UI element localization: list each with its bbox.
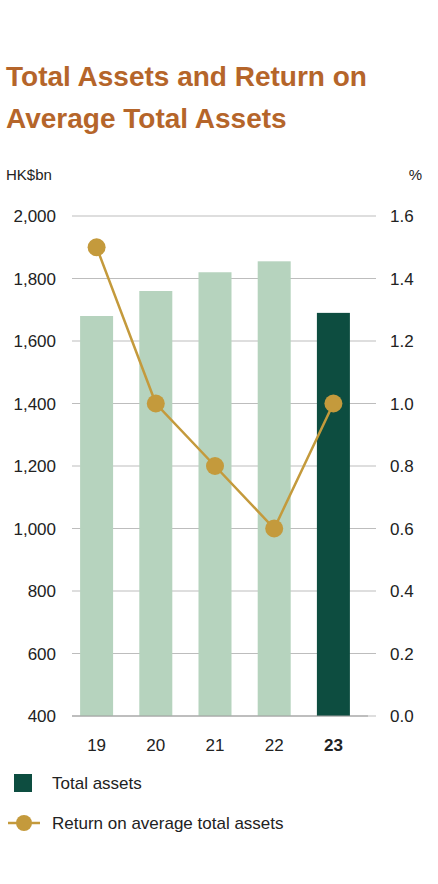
bar — [80, 316, 113, 716]
x-tick-label: 23 — [324, 736, 343, 755]
y2-tick — [368, 403, 376, 404]
line — [97, 247, 334, 528]
legend-swatch — [14, 774, 32, 792]
y2-tick-label: 0.0 — [390, 707, 414, 726]
title: Total Assets and Return on Average Total… — [6, 56, 391, 140]
y2-tick — [368, 216, 376, 217]
y-tick-label: 1,000 — [13, 520, 56, 539]
bar — [199, 272, 232, 716]
y2-tick — [368, 653, 376, 654]
bar — [258, 261, 291, 716]
x-axis-line — [72, 716, 368, 717]
grid-line — [72, 216, 368, 217]
y2-tick-label: 0.8 — [390, 457, 414, 476]
legend-label: Return on average total assets — [52, 814, 284, 833]
y2-tick-label: 1.6 — [390, 207, 414, 226]
y2-tick — [368, 341, 376, 342]
y-tick-label: 600 — [28, 645, 56, 664]
y2-tick-label: 1.2 — [390, 332, 414, 351]
bar — [139, 291, 172, 716]
marker — [88, 238, 106, 256]
marker — [206, 457, 224, 475]
grid-line — [72, 716, 368, 717]
x-tick-label: 21 — [206, 736, 225, 755]
y2-tick-label: 0.2 — [390, 645, 414, 664]
y2-tick-label: 0.6 — [390, 520, 414, 539]
y2-tick-label: 1.4 — [390, 270, 414, 289]
legend-swatch — [16, 815, 32, 831]
y2-axis-label: % — [409, 166, 422, 183]
y2-tick — [368, 466, 376, 467]
y2-tick-label: 0.4 — [390, 582, 414, 601]
y2-tick-label: 1.0 — [390, 395, 414, 414]
x-tick-label: 22 — [265, 736, 284, 755]
y2-tick — [368, 591, 376, 592]
y-tick-label: 1,200 — [13, 457, 56, 476]
bar — [317, 313, 350, 716]
y-tick-label: 1,600 — [13, 332, 56, 351]
x-tick-label: 20 — [146, 736, 165, 755]
y-tick-label: 2,000 — [13, 207, 56, 226]
y-tick-label: 800 — [28, 582, 56, 601]
marker — [265, 520, 283, 538]
marker — [324, 395, 342, 413]
y2-tick — [368, 716, 376, 717]
y-axis-label: HK$bn — [6, 166, 52, 183]
x-tick-label: 19 — [87, 736, 106, 755]
legend-label: Total assets — [52, 774, 142, 793]
y-tick-label: 1,400 — [13, 395, 56, 414]
y-tick-label: 400 — [28, 707, 56, 726]
y-tick-label: 1,800 — [13, 270, 56, 289]
y2-tick — [368, 528, 376, 529]
plot-area — [80, 238, 350, 716]
y2-tick — [368, 278, 376, 279]
marker — [147, 395, 165, 413]
